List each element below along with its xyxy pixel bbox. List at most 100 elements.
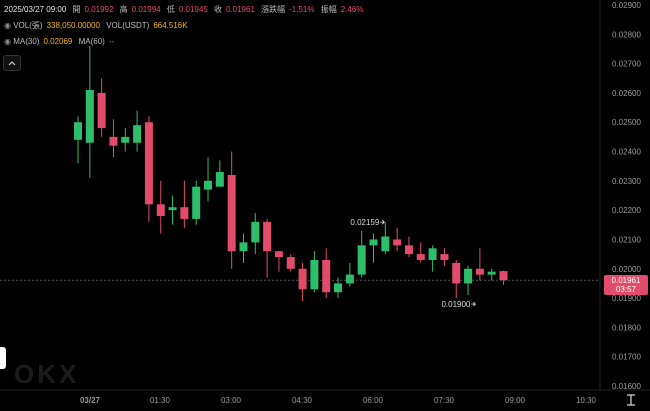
vol-label: VOL(張) <box>13 21 43 30</box>
ohlc-info-row: 2025/03/27 09:00 開 0.01992 高 0.01994 低 0.01… <box>4 5 367 15</box>
candle-body <box>452 262 461 284</box>
candle-body <box>156 204 165 217</box>
low-value: 0.01945 <box>178 5 208 14</box>
ma30-label: MA(30) <box>13 37 40 46</box>
candle-body <box>286 257 295 269</box>
price-tick-label: 0.02000 <box>612 265 641 274</box>
candle-body <box>85 89 94 143</box>
price-tick-label: 0.02600 <box>612 89 641 98</box>
price-tick-label: 0.02100 <box>612 235 641 244</box>
vol-usdt-label: VOL(USDT) <box>106 21 150 30</box>
volume-info-row: ◉ VOL(張) 338,050.00000 VOL(USDT) 664.516K <box>4 21 192 31</box>
price-tick-label: 0.01700 <box>612 353 641 362</box>
eye-icon[interactable]: ◉ <box>4 37 11 46</box>
change-label: 漲跌幅 <box>261 5 286 14</box>
low-annotation: 0.01900 <box>441 300 470 309</box>
price-tick-label: 0.01800 <box>612 323 641 332</box>
side-panel-tab[interactable] <box>0 347 6 369</box>
ma-info-row: ◉ MA(30) 0.02069 MA(60) -- <box>4 37 118 47</box>
candle-datetime: 2025/03/27 09:00 <box>4 5 67 14</box>
candle-body <box>464 268 473 284</box>
price-axis[interactable]: 0.02900 0.02800 0.02700 0.02600 0.02500 0.024… <box>612 1 641 391</box>
candle-body <box>251 221 260 243</box>
open-label: 開 <box>72 5 81 14</box>
time-tick-label: 06:00 <box>363 396 384 405</box>
change-value: -1.51% <box>289 5 315 14</box>
price-tick-label: 0.01900 <box>612 294 641 303</box>
time-axis[interactable]: 03/27 01:30 03:00 04:30 06:00 07:30 09:00 10:30 <box>80 396 597 405</box>
okx-watermark-logo: OKX <box>14 359 79 389</box>
candle-body <box>416 254 425 260</box>
amplitude-label: 振幅 <box>320 5 337 14</box>
candle-body <box>215 172 224 187</box>
candle-body <box>475 268 484 275</box>
high-annotation: 0.02159 <box>350 218 379 227</box>
candle-body <box>310 259 319 290</box>
candle-body <box>393 239 402 246</box>
candle-body <box>192 186 201 219</box>
price-tick-label: 0.02300 <box>612 177 641 186</box>
grid-lines <box>0 0 650 391</box>
time-tick-label: 10:30 <box>576 396 597 405</box>
candle-body <box>239 242 248 252</box>
candle-body <box>345 274 354 284</box>
high-label: 高 <box>119 5 128 14</box>
chevron-up-icon <box>8 61 16 66</box>
candle-body <box>487 271 496 275</box>
current-price-tag: 0.01961 03:57 <box>604 275 648 295</box>
price-tick-label: 0.02700 <box>612 60 641 69</box>
time-tick-label: 07:30 <box>434 396 455 405</box>
candle-body <box>97 92 106 129</box>
candle-body <box>440 254 449 260</box>
collapse-indicators-button[interactable] <box>3 55 21 71</box>
candle-body <box>133 125 142 143</box>
price-tick-label: 0.02900 <box>612 1 641 10</box>
candle-body <box>322 259 331 293</box>
low-label: 低 <box>166 5 175 14</box>
price-tick-label: 0.02500 <box>612 118 641 127</box>
candle-body <box>204 180 213 190</box>
candle-body <box>227 174 236 252</box>
candle-body <box>334 283 343 293</box>
low-arrow-icon <box>471 301 476 307</box>
open-value: 0.01992 <box>84 5 114 14</box>
high-value: 0.01994 <box>131 5 161 14</box>
candles-layer <box>74 46 508 302</box>
time-tick-label: 03:00 <box>221 396 242 405</box>
candle-body <box>109 136 118 146</box>
candle-countdown: 03:57 <box>615 285 637 294</box>
time-tick-label: 03/27 <box>80 396 101 405</box>
vol-usdt-value: 664.516K <box>153 21 188 30</box>
time-tick-label: 01:30 <box>150 396 171 405</box>
candle-body <box>144 122 153 205</box>
close-value: 0.01961 <box>225 5 255 14</box>
ma30-value: 0.02069 <box>43 37 73 46</box>
price-tick-label: 0.01600 <box>612 382 641 391</box>
auto-scale-icon[interactable] <box>624 393 638 407</box>
candle-body <box>428 248 437 260</box>
ma60-value: -- <box>108 37 115 46</box>
vol-value: 338,050.00000 <box>46 21 100 30</box>
candle-body <box>263 221 272 252</box>
close-label: 收 <box>213 5 222 14</box>
price-tick-label: 0.02400 <box>612 148 641 157</box>
candle-body <box>180 207 189 219</box>
candle-body <box>168 207 177 211</box>
candle-body <box>404 245 413 255</box>
candle-body <box>369 239 378 246</box>
current-price: 0.01961 <box>611 276 641 285</box>
candle-body <box>274 251 283 258</box>
eye-icon[interactable]: ◉ <box>4 21 11 30</box>
annotations-layer: 0.02159 0.01900 <box>350 218 476 309</box>
candle-body <box>381 236 390 252</box>
price-tick-label: 0.02800 <box>612 30 641 39</box>
candle-body <box>357 245 366 275</box>
candle-body <box>298 268 307 290</box>
candle-body <box>74 122 82 140</box>
candle-body <box>121 136 130 143</box>
time-tick-label: 09:00 <box>505 396 526 405</box>
ma60-label: MA(60) <box>78 37 105 46</box>
time-tick-label: 04:30 <box>292 396 313 405</box>
amplitude-value: 2.46% <box>340 5 364 14</box>
